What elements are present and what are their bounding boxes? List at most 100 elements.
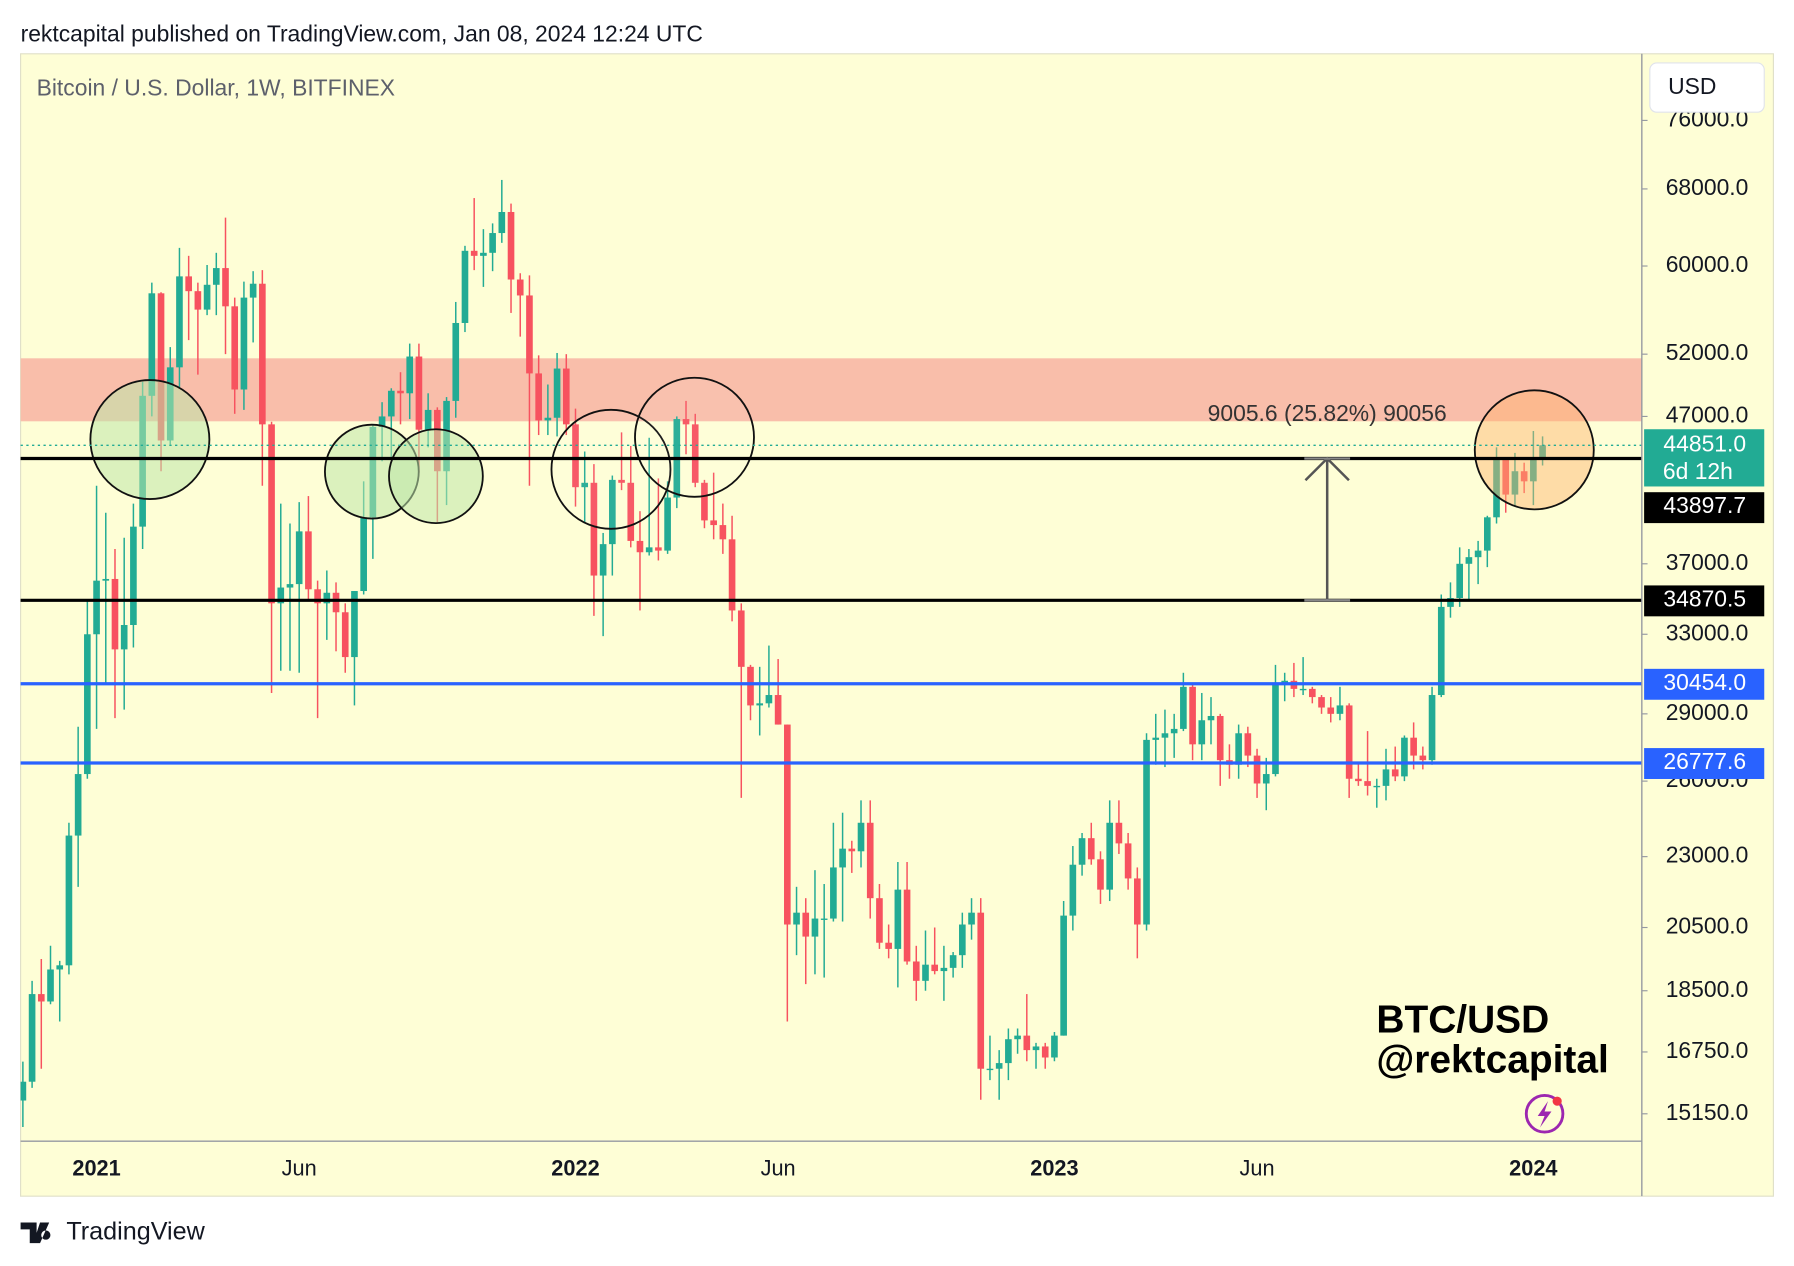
candle-body: [295, 531, 303, 585]
candle-body: [1539, 445, 1546, 459]
candle-body: [1262, 774, 1270, 784]
candle-body: [1189, 686, 1196, 745]
candle-body: [866, 822, 874, 899]
candle-body: [452, 322, 460, 401]
candle-body: [618, 479, 625, 483]
candle-body: [1005, 1039, 1012, 1064]
x-tick-label: 2023: [1030, 1156, 1078, 1181]
x-tick-label: Jun: [1240, 1156, 1275, 1181]
candle-body: [1180, 686, 1187, 729]
candle-body: [1014, 1035, 1021, 1040]
rejection-circle: [634, 376, 755, 498]
candle-body: [1391, 769, 1399, 777]
candle-body: [1364, 781, 1371, 786]
candle-body: [876, 898, 883, 943]
candle-body: [526, 295, 533, 374]
candle-body: [1143, 739, 1150, 925]
countdown-label: 6d 12h: [1663, 458, 1733, 484]
level-box: [1644, 585, 1765, 617]
candle-body: [1419, 755, 1427, 761]
candle-body: [811, 918, 819, 937]
y-tick-label: 68000.0: [1666, 174, 1749, 200]
candle-body: [1032, 1046, 1040, 1051]
candle-body: [1106, 822, 1114, 890]
candle-body: [1198, 720, 1206, 745]
level-label: 34870.5: [1663, 585, 1746, 611]
candle-body: [802, 912, 810, 937]
candle-body: [1474, 550, 1482, 558]
candle-body: [1124, 843, 1132, 879]
candle-body: [1502, 459, 1510, 495]
candle-body: [922, 964, 929, 981]
candle-body: [940, 967, 948, 972]
candle-body: [636, 540, 644, 553]
candle-body: [1493, 459, 1500, 518]
candle-body: [74, 774, 82, 836]
candle-body: [986, 1068, 994, 1071]
candle-body: [664, 497, 671, 551]
publish-header: rektcapital published on TradingView.com…: [21, 21, 703, 47]
currency-button[interactable]: [1649, 62, 1765, 113]
symbol-title: Bitcoin / U.S. Dollar, 1W, BITFINEX: [37, 74, 395, 100]
candle-body: [710, 520, 717, 526]
candle-body: [885, 942, 892, 949]
candle-body: [1336, 705, 1344, 714]
last-price-box: [1644, 429, 1765, 487]
candle-body: [1299, 688, 1307, 691]
measure-label: 9005.6 (25.82%) 90056: [1208, 400, 1447, 426]
y-tick-label: 16750.0: [1666, 1037, 1749, 1063]
y-tick-label: 15150.0: [1666, 1099, 1749, 1125]
candle-body: [65, 835, 73, 966]
resistance-zone: [20, 358, 1642, 422]
level-label: 43897.7: [1663, 492, 1746, 518]
candle-body: [120, 625, 128, 650]
candle-body: [1355, 778, 1362, 782]
candle-body: [682, 419, 690, 425]
candle-body: [268, 424, 275, 604]
candle-body: [1373, 785, 1381, 788]
candle-body: [277, 587, 285, 604]
candle-body: [553, 368, 561, 418]
candle-body: [645, 547, 653, 553]
current-circle: [1473, 389, 1595, 511]
candle-body: [1318, 697, 1325, 708]
candle-body: [590, 482, 598, 576]
candle-body: [507, 211, 515, 280]
candle-body: [756, 703, 764, 706]
candle-body: [655, 547, 662, 551]
candle-body: [848, 848, 856, 852]
candle-body: [1115, 822, 1123, 844]
y-tick-label: 33000.0: [1666, 619, 1749, 645]
candle-body: [249, 283, 257, 298]
candle-body: [102, 578, 110, 581]
candle-body: [470, 250, 478, 256]
candle-body: [498, 211, 506, 234]
candle-body: [424, 409, 432, 430]
candle-body: [314, 589, 321, 604]
rejection-circle: [550, 408, 672, 530]
candle-body: [1281, 680, 1289, 683]
candle-body: [701, 482, 708, 521]
candle-body: [1087, 838, 1095, 860]
support-circle: [89, 379, 211, 500]
candle-body: [194, 291, 202, 310]
candle-body: [323, 592, 331, 604]
candle-body: [222, 268, 229, 307]
candle-body: [28, 994, 36, 1082]
currency-label[interactable]: USD: [1668, 73, 1716, 99]
overlay-layer: 9005.6 (25.82%) 90056: [20, 400, 1642, 765]
candle-body: [1530, 458, 1537, 482]
candle-body: [765, 695, 773, 704]
candle-body: [480, 252, 487, 256]
candle-body: [830, 867, 837, 919]
candle-body: [1235, 733, 1242, 765]
axis-layer: 15150.016750.018500.020500.023000.026000…: [72, 105, 1765, 1181]
candle-body: [93, 580, 100, 635]
candle-body: [1272, 682, 1279, 775]
y-tick-label: 60000.0: [1666, 251, 1749, 277]
candle-body: [839, 848, 846, 868]
candle-body: [1465, 557, 1473, 564]
candle-body: [1253, 755, 1261, 784]
candle-body: [793, 912, 800, 925]
